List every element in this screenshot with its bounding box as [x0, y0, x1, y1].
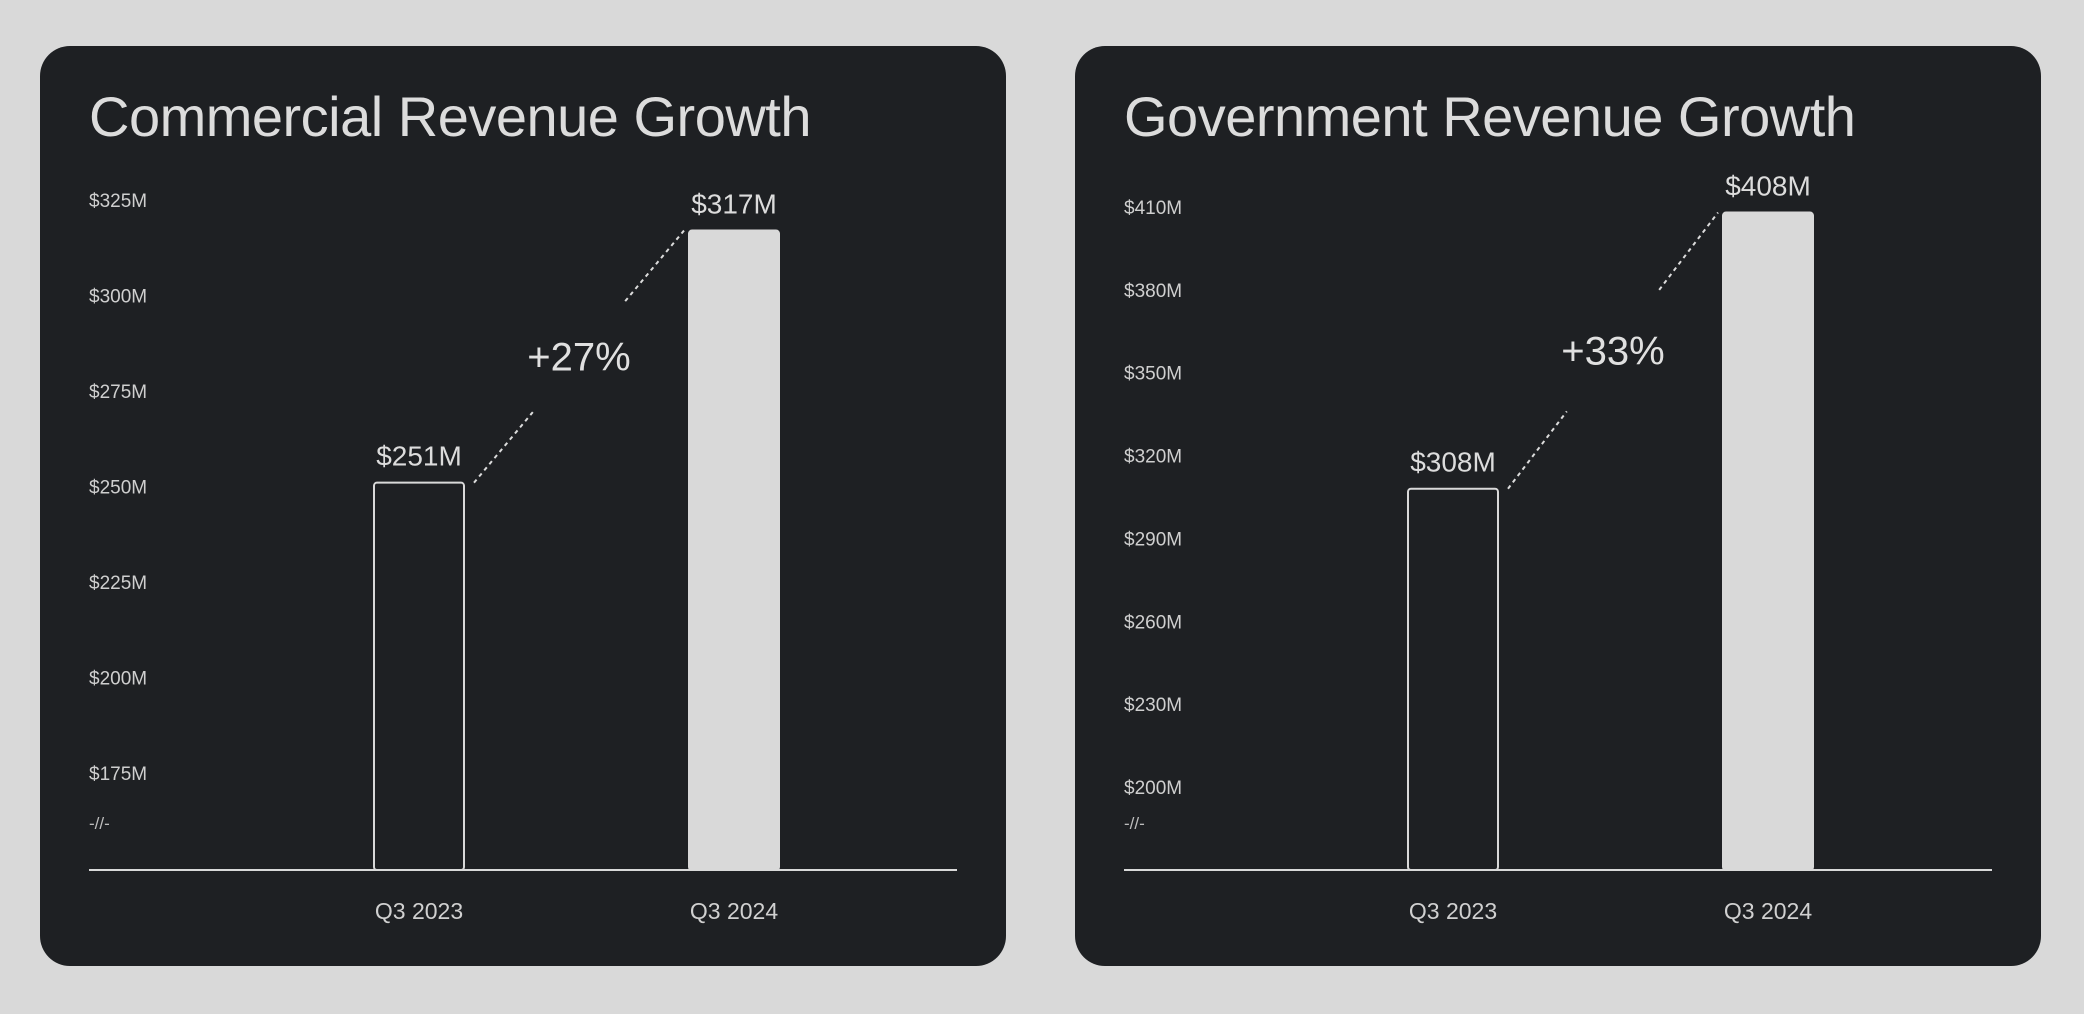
y-tick-label: $380M	[1124, 281, 1182, 302]
growth-connector-lower	[1507, 410, 1568, 490]
bar-value-label: $317M	[691, 189, 777, 220]
x-category-label: Q3 2024	[690, 898, 778, 924]
bar-value-label: $308M	[1410, 447, 1496, 478]
x-category-label: Q3 2023	[375, 898, 463, 924]
commercial-revenue-chart: $175M $200M $225M $250M $275M $300M $325M -//- $…	[89, 189, 957, 924]
government-chart-title: Government Revenue Growth	[1124, 85, 1856, 148]
growth-connector-upper	[1658, 211, 1719, 291]
growth-connector-lower	[473, 411, 534, 484]
government-revenue-chart: $200M $230M $260M $290M $320M $350M $380M $410M…	[1124, 171, 1992, 924]
commercial-chart-title: Commercial Revenue Growth	[89, 85, 811, 148]
bar-value-label: $251M	[376, 441, 462, 472]
y-tick-label: $410M	[1124, 198, 1182, 219]
y-tick-label: $200M	[89, 669, 147, 690]
y-tick-label: $175M	[89, 764, 147, 785]
bar-q3-2023	[373, 481, 465, 871]
y-tick-label: $260M	[1124, 612, 1182, 633]
x-category-label: Q3 2023	[1409, 898, 1497, 924]
axis-break-mark: -//-	[89, 814, 110, 833]
growth-connector-upper	[624, 229, 685, 302]
government-revenue-panel: Government Revenue Growth $200M $230M $260…	[1075, 46, 2041, 966]
y-tick-label: $300M	[89, 287, 147, 308]
bar-value-label: $408M	[1725, 171, 1811, 202]
commercial-revenue-panel: Commercial Revenue Growth $175M $200M $225…	[40, 46, 1006, 966]
bar-q3-2024	[1722, 211, 1814, 871]
y-tick-label: $275M	[89, 382, 147, 403]
y-tick-label: $290M	[1124, 529, 1182, 550]
y-tick-label: $320M	[1124, 447, 1182, 468]
y-tick-label: $225M	[89, 573, 147, 594]
y-tick-label: $350M	[1124, 364, 1182, 385]
y-tick-label: $250M	[89, 478, 147, 499]
bar-q3-2023	[1407, 487, 1499, 871]
x-category-label: Q3 2024	[1724, 898, 1812, 924]
y-tick-label: $230M	[1124, 695, 1182, 716]
axis-break-mark: -//-	[1124, 814, 1145, 833]
y-tick-label: $325M	[89, 191, 147, 212]
growth-percentage-label: +33%	[1561, 330, 1664, 374]
bar-q3-2024	[688, 229, 780, 871]
growth-percentage-label: +27%	[527, 336, 630, 380]
y-tick-label: $200M	[1124, 778, 1182, 799]
